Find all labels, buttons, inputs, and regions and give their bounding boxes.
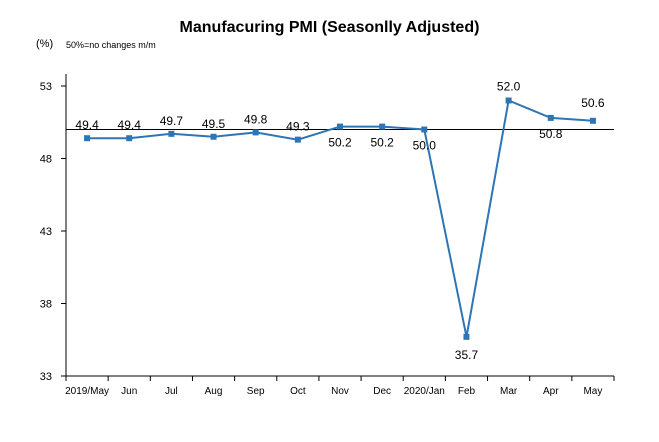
y-tick-label: 33: [40, 371, 52, 383]
data-point: [463, 333, 470, 340]
x-tick-label: May: [583, 386, 602, 397]
x-tick-label: Nov: [331, 386, 349, 397]
x-tick-label: Feb: [458, 386, 476, 397]
data-label: 50.0: [413, 139, 437, 153]
y-unit-label: (%): [36, 38, 54, 50]
data-point: [505, 97, 512, 104]
data-label: 35.7: [455, 348, 479, 362]
data-point: [84, 135, 91, 142]
y-tick-label: 53: [40, 81, 52, 93]
x-tick-label: 2020/Jan: [404, 386, 445, 397]
data-point: [379, 123, 386, 130]
data-point: [421, 126, 428, 133]
data-label: 49.3: [286, 120, 310, 134]
y-tick-label: 38: [40, 299, 52, 311]
data-label: 49.8: [244, 112, 268, 126]
data-label: 49.4: [75, 118, 99, 132]
x-tick-label: 2019/May: [65, 386, 109, 397]
data-label: 52.0: [497, 80, 521, 94]
data-point: [252, 129, 259, 136]
y-tick-label: 48: [40, 154, 52, 166]
data-label: 49.7: [160, 114, 184, 128]
data-label: 50.2: [328, 136, 352, 150]
x-tick-label: Sep: [247, 386, 265, 397]
data-point: [294, 136, 301, 143]
y-tick-label: 43: [40, 226, 52, 238]
x-tick-label: Aug: [205, 386, 223, 397]
chart-note: 50%=no changes m/m: [66, 40, 156, 50]
data-point: [547, 114, 554, 121]
data-label: 50.2: [370, 136, 394, 150]
data-point: [589, 117, 596, 124]
data-label: 49.4: [118, 118, 142, 132]
data-point: [337, 123, 343, 130]
x-tick-label: Jul: [165, 386, 178, 397]
data-label: 49.5: [202, 117, 226, 131]
data-label: 50.8: [539, 127, 563, 141]
chart-title: Manufacuring PMI (Seasonlly Adjusted): [179, 19, 480, 36]
x-tick-label: Apr: [543, 386, 559, 397]
data-point: [126, 135, 133, 142]
data-label: 50.6: [581, 96, 605, 110]
x-tick-label: Oct: [290, 386, 306, 397]
x-tick-label: Dec: [373, 386, 391, 397]
x-tick-label: Mar: [500, 386, 518, 397]
x-tick-label: Jun: [121, 386, 137, 397]
data-point: [210, 133, 217, 140]
data-point: [168, 130, 175, 137]
